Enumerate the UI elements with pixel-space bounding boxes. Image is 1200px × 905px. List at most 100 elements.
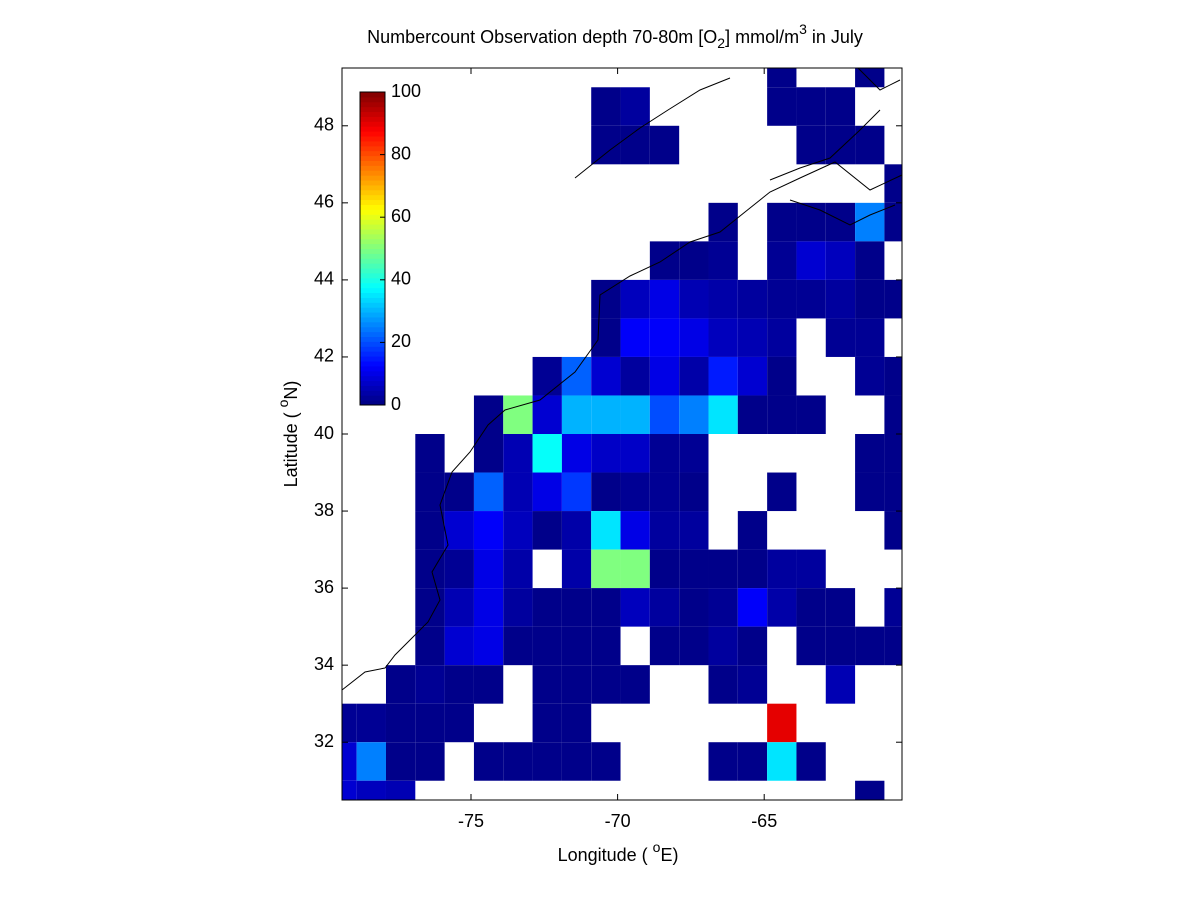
colorbar-swatch bbox=[360, 92, 385, 98]
title-part: 3 bbox=[799, 21, 807, 37]
cell bbox=[473, 395, 504, 434]
cell bbox=[415, 549, 445, 589]
chart-title: Numbercount Observation depth 70-80m [O2… bbox=[367, 21, 863, 51]
cell bbox=[884, 356, 902, 396]
cell bbox=[620, 511, 650, 550]
colorbar-swatch bbox=[360, 385, 385, 391]
cell bbox=[737, 395, 768, 434]
cell bbox=[649, 626, 680, 666]
colorbar-swatch bbox=[360, 370, 385, 377]
colorbar-swatch bbox=[360, 101, 385, 108]
cell bbox=[503, 742, 533, 781]
cell bbox=[855, 472, 885, 512]
axes: -75 -70 -65 32 34 36 38 40 42 44 46 48 bbox=[314, 67, 903, 831]
cell bbox=[415, 665, 445, 704]
colorbar-swatch bbox=[360, 375, 385, 382]
colorbar-swatch bbox=[360, 282, 385, 289]
cell bbox=[708, 588, 738, 627]
cell bbox=[796, 549, 826, 589]
cell bbox=[342, 742, 357, 781]
colorbar-swatch bbox=[360, 204, 385, 210]
cell bbox=[649, 549, 680, 589]
colorbar-swatch bbox=[360, 136, 385, 142]
cell bbox=[561, 434, 592, 473]
cell bbox=[591, 665, 621, 704]
cell bbox=[473, 434, 504, 473]
colorbar-swatch bbox=[360, 341, 385, 347]
cell bbox=[591, 395, 621, 434]
cell bbox=[855, 125, 885, 165]
colorbar-swatch bbox=[360, 199, 385, 205]
cell bbox=[708, 395, 738, 434]
colorbar-swatch bbox=[360, 180, 385, 186]
cell bbox=[385, 780, 416, 800]
colorbar-swatch bbox=[360, 302, 385, 308]
colorbar-swatch bbox=[360, 228, 385, 235]
cell bbox=[473, 588, 504, 627]
y-tick-label: 32 bbox=[314, 731, 334, 751]
cell bbox=[679, 241, 709, 280]
cell bbox=[385, 703, 416, 743]
cell bbox=[679, 472, 709, 512]
colorbar-swatch bbox=[360, 356, 385, 362]
colorbar-tick-label: 80 bbox=[391, 143, 411, 163]
colorbar-swatch bbox=[360, 189, 385, 196]
colorbar-swatch bbox=[360, 145, 385, 152]
x-tick-label: -70 bbox=[605, 811, 631, 831]
x_label-part: o bbox=[653, 839, 661, 855]
cell bbox=[620, 549, 650, 589]
colorbar-swatch bbox=[360, 351, 385, 357]
cell bbox=[884, 626, 902, 666]
cell bbox=[591, 356, 621, 396]
colorbar-swatch bbox=[360, 336, 385, 342]
colorbar-swatch bbox=[360, 263, 385, 269]
y-tick-label: 34 bbox=[314, 654, 334, 674]
cell bbox=[444, 703, 474, 743]
cell bbox=[591, 472, 621, 512]
cell bbox=[473, 472, 504, 512]
colorbar-swatch bbox=[360, 106, 385, 113]
cell bbox=[737, 511, 768, 550]
cell bbox=[561, 703, 592, 743]
cell bbox=[796, 588, 826, 627]
cell bbox=[737, 588, 768, 627]
colorbar-swatch bbox=[360, 321, 385, 328]
cell bbox=[825, 87, 856, 126]
cell bbox=[737, 279, 768, 319]
cell bbox=[737, 549, 768, 589]
x_label-part: E) bbox=[660, 845, 678, 865]
cell bbox=[532, 626, 562, 666]
cell bbox=[444, 665, 474, 704]
colorbar-swatch bbox=[360, 155, 385, 161]
colorbar-swatch bbox=[360, 165, 385, 171]
cell bbox=[855, 202, 885, 242]
cell bbox=[796, 202, 826, 242]
cell bbox=[444, 511, 474, 550]
cell bbox=[884, 279, 902, 319]
cell bbox=[415, 742, 445, 781]
cell bbox=[737, 665, 768, 704]
cell bbox=[767, 549, 797, 589]
colorbar-swatch bbox=[360, 268, 385, 274]
cell bbox=[649, 395, 680, 434]
colorbar-swatch bbox=[360, 380, 385, 386]
cell bbox=[708, 356, 738, 396]
cell bbox=[415, 588, 445, 627]
cell bbox=[855, 780, 885, 800]
colorbar-swatch bbox=[360, 248, 385, 254]
cell bbox=[591, 511, 621, 550]
cell bbox=[679, 511, 709, 550]
colorbar-swatch bbox=[360, 390, 385, 396]
cell bbox=[503, 549, 533, 589]
cell bbox=[561, 395, 592, 434]
cell bbox=[796, 395, 826, 434]
cell bbox=[825, 279, 856, 319]
cell bbox=[825, 318, 856, 357]
colorbar-swatch bbox=[360, 209, 385, 215]
cell bbox=[825, 202, 856, 242]
cells bbox=[342, 68, 902, 800]
cell bbox=[679, 395, 709, 434]
x_label-part: Longitude ( bbox=[558, 845, 653, 865]
cell bbox=[679, 356, 709, 396]
